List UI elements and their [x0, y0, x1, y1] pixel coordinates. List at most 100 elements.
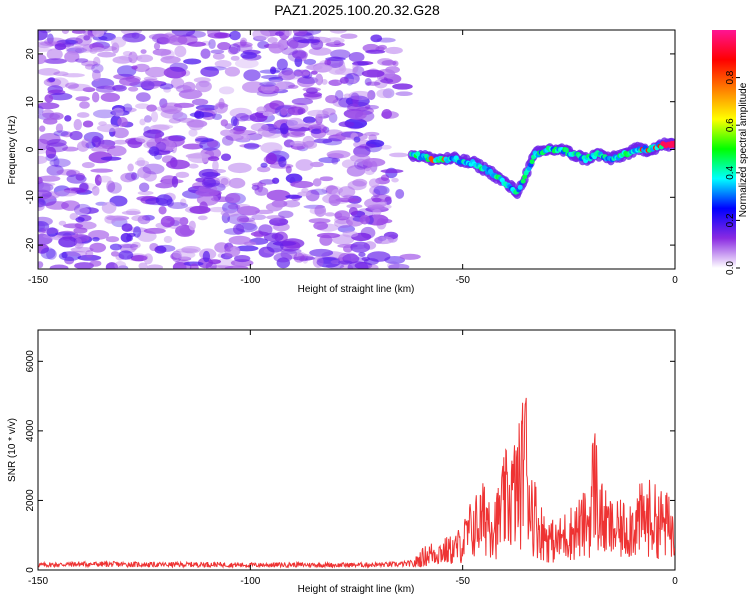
- noise-blob: [170, 77, 185, 89]
- x-tick-label: -150: [28, 576, 48, 587]
- noise-blob: [180, 198, 187, 206]
- noise-blob: [303, 58, 317, 65]
- noise-blob: [91, 91, 100, 103]
- noise-blob: [297, 191, 311, 197]
- noise-blob: [97, 51, 116, 58]
- noise-blob: [368, 178, 380, 188]
- noise-blob: [308, 218, 331, 224]
- noise-blob: [234, 58, 259, 69]
- noise-blob: [154, 132, 162, 144]
- noise-blob: [300, 254, 314, 261]
- noise-blob: [182, 81, 196, 93]
- noise-blob: [353, 136, 361, 143]
- noise-blob: [392, 83, 413, 90]
- x-tick-label: -50: [455, 275, 470, 286]
- noise-blob: [130, 254, 148, 262]
- noise-blob: [38, 261, 44, 269]
- noise-blob: [265, 202, 283, 212]
- noise-blob: [381, 108, 393, 120]
- noise-blob: [229, 128, 245, 135]
- noise-blob: [81, 138, 92, 149]
- noise-blob: [278, 156, 287, 168]
- noise-blob: [83, 35, 91, 41]
- ridge-core: [522, 174, 528, 180]
- noise-blob: [220, 209, 240, 217]
- colorbar-ticks: 0.0 0.2 0.4 0.6 0.8: [725, 70, 740, 275]
- noise-blob: [326, 150, 351, 159]
- noise-blob: [38, 175, 61, 182]
- noise-blob: [58, 251, 81, 261]
- noise-blob: [348, 90, 372, 101]
- noise-blob: [310, 128, 322, 135]
- ridge-core: [672, 140, 675, 146]
- noise-blob: [334, 89, 344, 101]
- noise-blob: [39, 125, 46, 132]
- x-tick-label: 0: [672, 576, 678, 587]
- noise-blob: [168, 118, 181, 124]
- noise-blob: [74, 262, 94, 269]
- noise-blob: [144, 115, 152, 123]
- noise-blob: [297, 76, 319, 85]
- noise-blob: [85, 141, 96, 149]
- noise-blob: [269, 66, 277, 75]
- noise-blob: [65, 250, 88, 257]
- noise-blob: [290, 180, 314, 188]
- noise-blob: [76, 112, 90, 118]
- noise-blob: [373, 185, 390, 196]
- figure-title: PAZ1.2025.100.20.32.G28: [274, 2, 440, 18]
- noise-blob: [135, 103, 150, 109]
- noise-blob: [38, 30, 48, 41]
- noise-blob: [92, 30, 105, 38]
- noise-blob: [236, 205, 260, 216]
- noise-blob: [343, 194, 354, 199]
- noise-blob: [89, 242, 107, 253]
- noise-blob: [199, 201, 208, 213]
- noise-blob: [255, 209, 274, 215]
- noise-blob: [302, 122, 324, 127]
- spectrogram-y-axis: -20 -10 0 10 20: [25, 48, 675, 252]
- noise-blob: [200, 66, 220, 77]
- ridge-core: [520, 178, 526, 184]
- noise-blob: [43, 118, 57, 124]
- noise-blob: [309, 248, 334, 257]
- noise-blob: [324, 59, 331, 66]
- noise-blob: [348, 207, 358, 216]
- noise-blob: [114, 260, 127, 269]
- noise-blob: [130, 172, 137, 180]
- noise-blob: [258, 224, 273, 236]
- noise-blob: [38, 68, 61, 76]
- noise-blob: [312, 178, 322, 187]
- noise-blob: [297, 39, 321, 44]
- noise-blob: [45, 142, 68, 153]
- noise-blob: [361, 158, 386, 167]
- noise-blob: [145, 197, 169, 206]
- noise-blob: [188, 163, 199, 169]
- colorbar-tick-label: 0.0: [725, 261, 736, 275]
- noise-blob: [49, 112, 64, 121]
- noise-blob: [127, 163, 134, 172]
- noise-blob: [91, 185, 100, 196]
- noise-blob: [260, 74, 283, 80]
- y-tick-label: 6000: [25, 350, 36, 373]
- noise-blob: [212, 160, 219, 172]
- noise-blob: [250, 123, 269, 132]
- noise-blob: [316, 257, 341, 268]
- x-tick-label: -150: [28, 275, 48, 286]
- noise-blob: [303, 91, 322, 98]
- noise-blob: [174, 45, 187, 58]
- noise-blob: [224, 265, 249, 269]
- noise-blob: [53, 130, 69, 137]
- noise-blob: [69, 212, 79, 221]
- noise-blob: [159, 83, 174, 90]
- noise-blob: [350, 92, 360, 103]
- noise-blob: [189, 263, 199, 269]
- noise-blob: [221, 135, 234, 146]
- noise-blob: [137, 215, 151, 225]
- noise-blob: [208, 206, 228, 213]
- noise-blob: [381, 59, 397, 66]
- snr-x-axis: -150 -100 -50 0: [28, 330, 678, 587]
- noise-blob: [150, 111, 159, 123]
- noise-blob: [38, 246, 43, 252]
- noise-blob: [138, 262, 148, 269]
